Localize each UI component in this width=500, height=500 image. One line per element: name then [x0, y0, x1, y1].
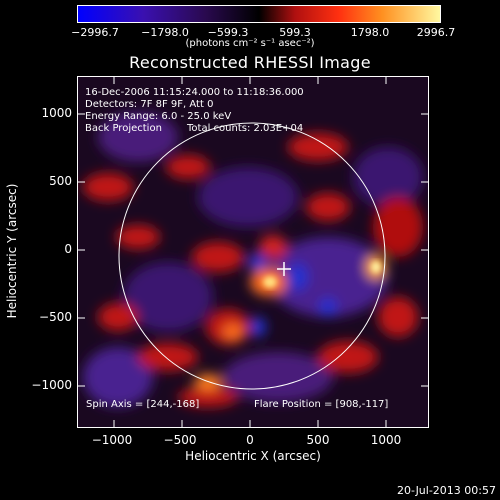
colorbar-tick: 599.3 [279, 26, 311, 39]
time-range: 16-Dec-2006 11:15:24.000 to 11:18:36.000 [85, 87, 304, 98]
image-blobs [83, 112, 423, 407]
spin-axis-marker [277, 262, 291, 276]
y-tick-label: 0 [64, 242, 72, 256]
y-tick-label: −500 [39, 310, 72, 324]
solar-limb-circle [118, 122, 386, 390]
colorbar-unit: (photons cm⁻² s⁻¹ asec⁻²) [185, 38, 315, 49]
x-axis-label: Heliocentric X (arcsec) [185, 449, 321, 463]
y-tick-label: 1000 [41, 106, 72, 120]
x-tick-label: −500 [163, 433, 197, 447]
flare-position-info: Flare Position = [908,-117] [254, 399, 389, 410]
x-tick-label: −1000 [91, 433, 133, 447]
y-tick-label: 500 [49, 174, 72, 188]
y-axis-label: Heliocentric Y (arcsec) [5, 183, 19, 319]
x-tick-label: 0 [246, 433, 254, 447]
rhessi-image [78, 77, 428, 427]
colorbar-tick: −2996.7 [71, 26, 119, 39]
y-tick-label: −1000 [31, 378, 72, 392]
spin-axis-info: Spin Axis = [244,-168] [86, 399, 200, 410]
generation-timestamp: 20-Jul-2013 00:57 [396, 484, 496, 497]
colorbar [77, 5, 441, 23]
x-tick-label: 1000 [370, 433, 402, 447]
image-title: Reconstructed RHESSI Image [129, 53, 371, 72]
method-info: Back Projection [85, 123, 162, 134]
colorbar-tick: −1798.0 [141, 26, 189, 39]
total-counts: Total counts: 2.03E+04 [187, 123, 304, 134]
colorbar-tick: 2996.7 [416, 26, 456, 39]
x-tick-label: 500 [306, 433, 330, 447]
detectors-info: Detectors: 7F 8F 9F, Att 0 [85, 99, 214, 110]
colorbar-tick: 1798.0 [350, 26, 390, 39]
solar-image-plot: 16-Dec-2006 11:15:24.000 to 11:18:36.000… [77, 76, 429, 428]
energy-range: Energy Range: 6.0 - 25.0 keV [85, 111, 232, 122]
colorbar-tick: −599.3 [207, 26, 249, 39]
